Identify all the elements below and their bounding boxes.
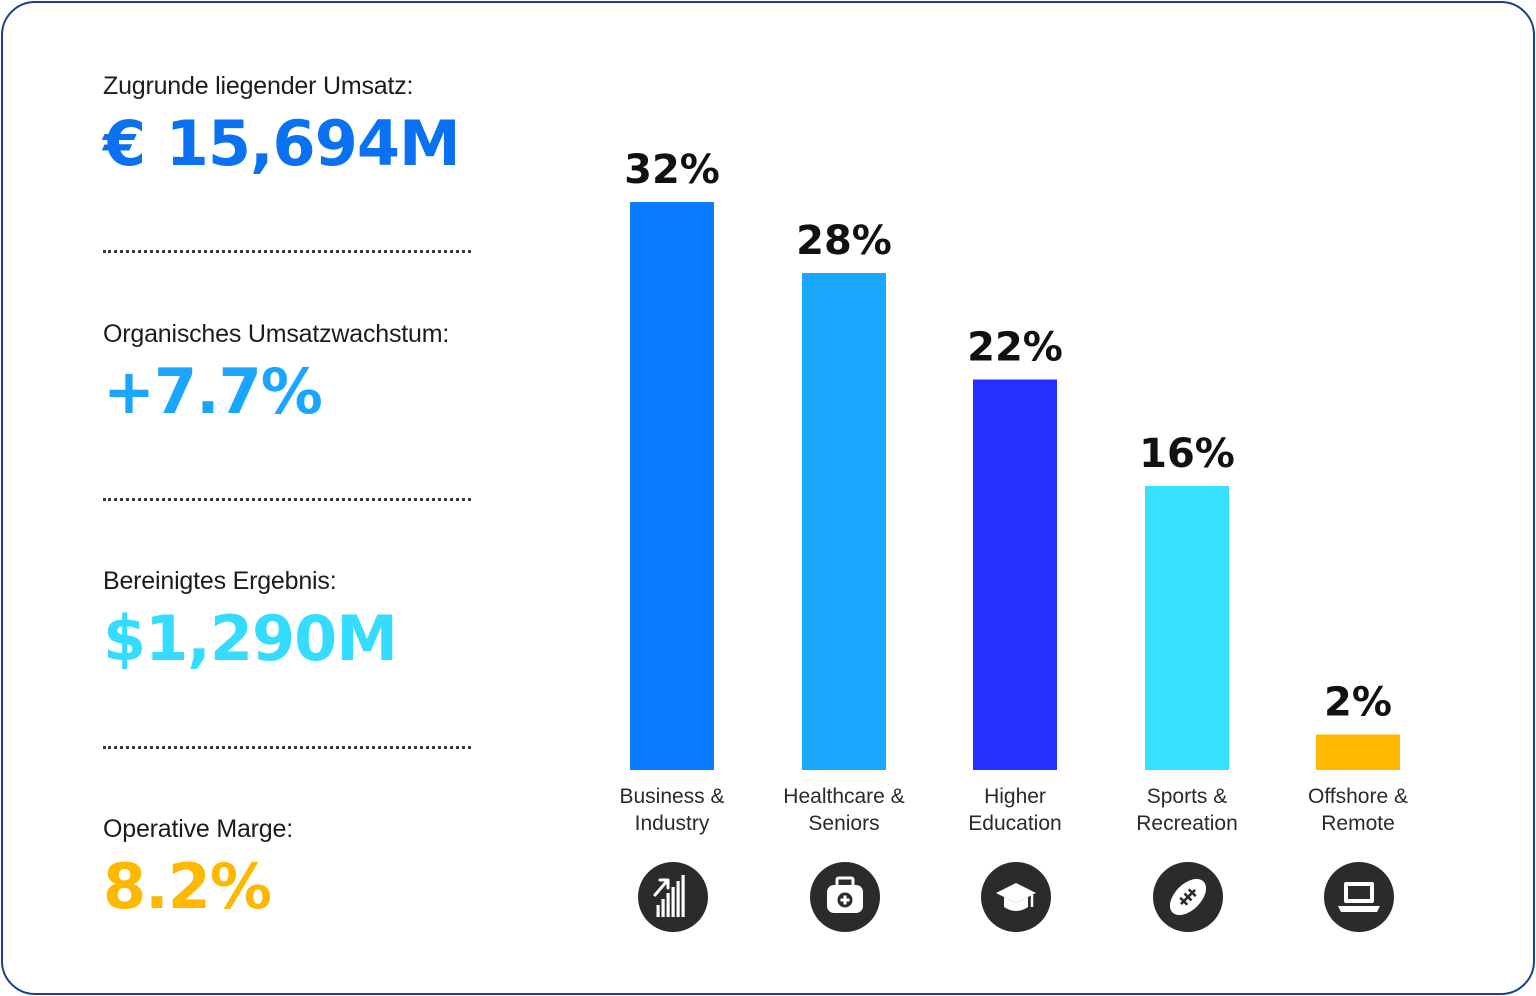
- bar-value-label: 2%: [1324, 680, 1392, 726]
- kpi-organic-growth-label: Organisches Umsatzwachstum:: [103, 320, 450, 348]
- category-label: Education: [968, 812, 1061, 835]
- bar: [1316, 734, 1400, 770]
- football-icon: [1153, 862, 1223, 932]
- kpi-adjusted-result-label: Bereinigtes Ergebnis:: [103, 567, 337, 595]
- category-label: Sports &: [1147, 785, 1228, 808]
- category-label: Industry: [635, 812, 710, 835]
- bar-value-label: 28%: [796, 218, 892, 264]
- category-label: Business &: [619, 785, 724, 808]
- category-label: Recreation: [1136, 812, 1238, 835]
- kpi-operating-margin-label: Operative Marge:: [103, 815, 293, 843]
- bar-value-label: 22%: [967, 325, 1063, 371]
- kpi-adjusted-result-value: $1,290M: [103, 602, 398, 675]
- bar-value-label: 16%: [1139, 431, 1235, 477]
- divider: [103, 498, 471, 501]
- category-label: Remote: [1321, 812, 1395, 835]
- divider: [103, 250, 471, 253]
- kpi-adjusted-result: Bereinigtes Ergebnis: $1,290M: [103, 567, 503, 670]
- kpi-revenue-value: € 15,694M: [103, 107, 461, 180]
- bar: [802, 273, 886, 770]
- kpi-operating-margin-value: 8.2%: [103, 850, 272, 923]
- medical-bag-icon: [810, 862, 880, 932]
- kpi-organic-growth: Organisches Umsatzwachstum: +7.7%: [103, 320, 503, 423]
- category-label: Higher: [984, 785, 1046, 808]
- bar: [973, 379, 1057, 770]
- laptop-icon: [1324, 862, 1394, 932]
- kpi-operating-margin: Operative Marge: 8.2%: [103, 815, 503, 918]
- bar: [630, 202, 714, 770]
- kpi-organic-growth-value: +7.7%: [103, 355, 323, 428]
- kpi-revenue-label: Zugrunde liegender Umsatz:: [103, 72, 414, 100]
- category-label: Seniors: [808, 812, 879, 835]
- category-label: Offshore &: [1308, 785, 1408, 808]
- graduation-cap-icon: [981, 862, 1051, 932]
- divider: [103, 746, 471, 749]
- kpi-revenue: Zugrunde liegender Umsatz: € 15,694M: [103, 72, 503, 175]
- category-label: Healthcare &: [783, 785, 904, 808]
- bar-value-label: 32%: [624, 147, 720, 193]
- growth-chart-icon: [638, 862, 708, 932]
- bar: [1145, 486, 1229, 770]
